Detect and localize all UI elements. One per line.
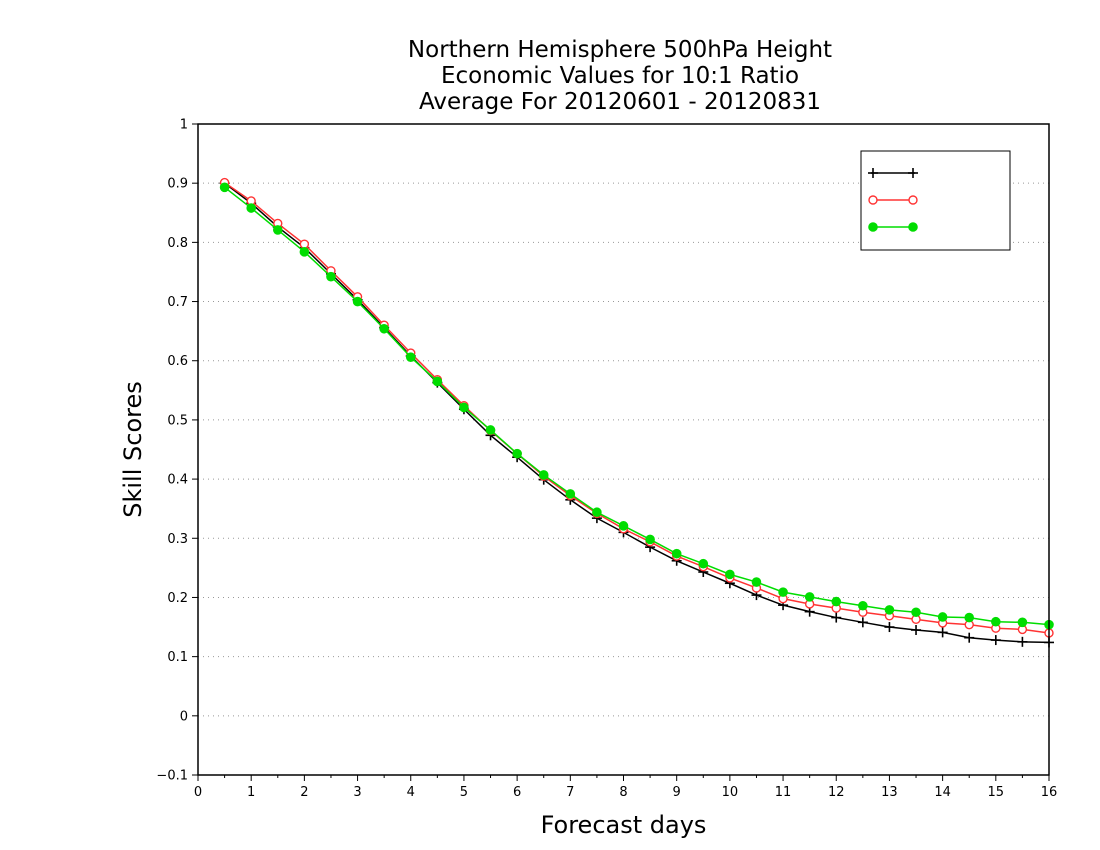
data-point — [645, 534, 655, 545]
data-point — [831, 612, 842, 623]
x-tick-label: 4 — [407, 785, 415, 800]
data-point — [991, 616, 1001, 627]
x-tick-label: 6 — [513, 785, 521, 800]
y-tick-label: 0.6 — [167, 354, 188, 369]
data-point — [671, 548, 682, 559]
data-point — [272, 225, 283, 235]
chart-title-line-3: Average For 20120601 - 20120831 — [418, 89, 822, 115]
y-tick-label: 1 — [180, 118, 188, 133]
x-tick-label: 12 — [828, 785, 845, 800]
data-point — [778, 587, 788, 597]
data-point — [326, 271, 336, 282]
y-tick-label: 0.3 — [167, 532, 188, 547]
grid-lines — [198, 182, 1049, 717]
data-point — [964, 612, 975, 623]
y-tick-label: 0.2 — [167, 591, 188, 606]
series-3 — [219, 182, 1054, 630]
y-tick-label: −0.1 — [156, 769, 188, 784]
y-tick-label: 0.7 — [167, 295, 188, 310]
data-point — [857, 617, 868, 628]
x-tick-label: 16 — [1041, 785, 1058, 800]
series-line — [224, 186, 1050, 626]
data-point — [725, 569, 735, 580]
data-point — [565, 489, 576, 499]
data-point — [538, 470, 549, 480]
data-point — [858, 600, 868, 611]
data-point — [831, 596, 842, 607]
data-point — [698, 558, 709, 569]
y-axis-label: Skill Scores — [119, 381, 147, 518]
x-tick-label: 14 — [934, 785, 951, 800]
x-tick-label: 9 — [673, 785, 681, 800]
x-tick-label: 15 — [988, 785, 1005, 800]
legend-marker-end — [908, 195, 918, 205]
data-point — [911, 625, 922, 636]
x-tick-label: 0 — [194, 785, 202, 800]
data-point — [219, 182, 230, 193]
data-point — [299, 239, 310, 249]
data-point — [1017, 636, 1028, 647]
legend-marker-start — [868, 222, 878, 232]
y-tick-label: 0 — [180, 709, 188, 724]
data-point — [964, 632, 975, 643]
data-point — [1017, 617, 1028, 628]
series-line — [224, 182, 1050, 644]
data-point — [911, 607, 921, 618]
data-point — [592, 507, 602, 518]
chart-title-line-2: Economic Values for 10:1 Ratio — [440, 63, 800, 89]
data-point — [884, 605, 895, 615]
data-point — [379, 323, 389, 334]
y-tick-label: 0.9 — [167, 177, 188, 192]
data-point — [937, 627, 948, 638]
y-tick-label: 0.5 — [167, 413, 188, 428]
data-point — [459, 402, 469, 413]
x-tick-label: 1 — [247, 785, 255, 800]
data-point — [352, 296, 363, 307]
x-tick-label: 7 — [566, 785, 574, 800]
data-point — [884, 622, 895, 633]
data-point — [246, 203, 256, 213]
x-tick-label: 10 — [722, 785, 739, 800]
y-tick-label: 0.4 — [167, 473, 188, 488]
data-point — [485, 425, 496, 435]
legend-marker-end — [908, 168, 918, 178]
legend-item-3 — [868, 222, 918, 232]
legend-marker-end — [908, 222, 918, 232]
data-point — [618, 521, 629, 531]
legend-marker-start — [868, 195, 878, 205]
data-point — [751, 577, 762, 587]
legend-item-1 — [868, 168, 918, 178]
axis-ticks: −0.100.10.20.30.40.50.60.70.80.910 1 2 3 4 5 6… — [156, 118, 1057, 801]
y-tick-label: 0.8 — [167, 236, 188, 251]
x-tick-label: 13 — [881, 785, 898, 800]
x-tick-label: 5 — [460, 785, 468, 800]
data-point — [432, 376, 443, 387]
data-point — [937, 612, 948, 622]
data-point — [512, 448, 522, 459]
data-point — [804, 592, 815, 602]
legend — [860, 150, 1011, 251]
x-tick-label: 3 — [353, 785, 361, 800]
series-layer — [219, 177, 1054, 648]
x-tick-label: 2 — [300, 785, 308, 800]
x-tick-label: 11 — [775, 785, 792, 800]
x-tick-label: 8 — [619, 785, 627, 800]
data-point — [405, 352, 416, 362]
legend-marker-start — [868, 168, 878, 178]
x-axis-label: Forecast days — [541, 811, 707, 839]
chart-title-line-1: Northern Hemisphere 500hPa Height — [407, 37, 833, 63]
data-point — [990, 635, 1001, 646]
legend-item-2 — [868, 195, 918, 205]
data-point — [299, 247, 310, 257]
y-tick-label: 0.1 — [167, 650, 188, 665]
